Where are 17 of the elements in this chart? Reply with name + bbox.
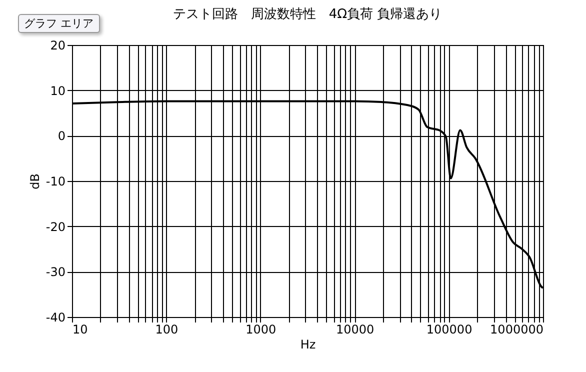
x-tick-label: 100: [155, 322, 178, 336]
y-tick-label: 0: [58, 129, 66, 144]
y-tick-label: -10: [46, 174, 66, 188]
x-axis-title: Hz: [300, 338, 316, 352]
y-tick-label: -20: [46, 220, 66, 234]
y-axis-title: dB: [28, 174, 42, 190]
y-tick-label: 10: [50, 84, 66, 98]
text: グラフ エリア: [18, 14, 100, 33]
x-tick-label: 1000000: [490, 322, 544, 336]
x-tick-label: 10000: [336, 322, 374, 336]
y-tick-label: -30: [46, 265, 66, 280]
y-tick-label: 20: [50, 38, 66, 52]
x-tick-label: 10: [72, 322, 88, 336]
x-tick-label: 100000: [426, 322, 472, 336]
chart-title: テスト回路 周波数特性 4Ω負荷 負帰還あり: [172, 7, 442, 22]
y-tick-label: -40: [46, 310, 66, 324]
x-tick-label: 1000: [246, 322, 276, 336]
